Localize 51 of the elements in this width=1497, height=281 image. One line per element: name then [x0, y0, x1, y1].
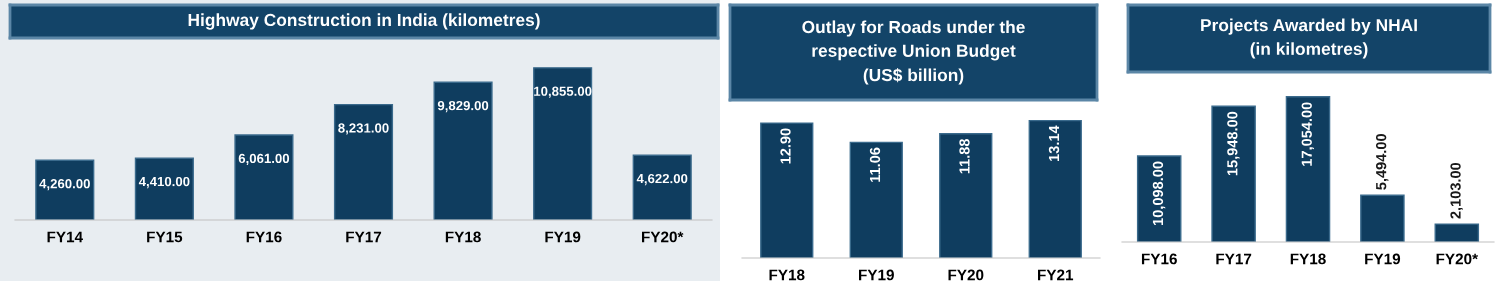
- data-label: 6,061.00: [238, 153, 290, 165]
- data-label: 4,410.00: [138, 176, 190, 189]
- bar: [1211, 105, 1256, 242]
- x-tick-label: FY20*: [1436, 253, 1479, 265]
- x-tick-label: FY20: [948, 269, 984, 281]
- x-tick-label: FY16: [246, 231, 282, 243]
- data-label: 10,855.00: [534, 86, 592, 98]
- data-label: 4,260.00: [39, 178, 90, 191]
- x-tick-label: FY18: [1290, 253, 1326, 265]
- chart-title: Highway Construction in India (kilometres): [188, 13, 540, 30]
- x-tick-label: FY15: [147, 231, 183, 243]
- x-tick-label: FY17: [1216, 253, 1252, 265]
- x-tick-label: FY21: [1038, 269, 1074, 281]
- data-label: 4,622.00: [636, 173, 688, 186]
- x-tick-label: FY18: [445, 231, 481, 243]
- data-label: 10,098.00: [1152, 161, 1166, 225]
- x-tick-label: FY19: [545, 231, 581, 243]
- data-label: 9,829.00: [437, 100, 489, 113]
- x-tick-label: FY16: [1141, 253, 1177, 265]
- data-label: 2,103.00: [1450, 162, 1463, 219]
- data-label: 17,054.00: [1301, 102, 1315, 166]
- x-tick-label: FY19: [859, 269, 894, 281]
- bar: [1285, 96, 1331, 242]
- chart-title: Projects Awarded by NHAI (in kilometres): [1201, 18, 1417, 59]
- x-tick-label: FY19: [1365, 253, 1401, 265]
- bar: [849, 141, 903, 258]
- bar: [632, 154, 692, 220]
- bar: [760, 122, 814, 258]
- bar: [333, 103, 394, 220]
- bar: [134, 157, 194, 220]
- data-label: 5,494.00: [1375, 134, 1389, 190]
- bar: [234, 134, 294, 220]
- bar: [1360, 194, 1405, 242]
- bar: [533, 67, 593, 220]
- bar: [1136, 155, 1182, 242]
- chart-title: Outlay for Roads under the respective Union Budget (US$ billion): [802, 20, 1025, 85]
- x-tick-label: FY14: [47, 231, 83, 243]
- bar: [35, 159, 95, 220]
- x-tick-label: FY17: [346, 231, 382, 243]
- bar: [1434, 223, 1480, 242]
- data-label: 8,231.00: [338, 123, 389, 135]
- x-tick-label: FY20*: [642, 231, 684, 243]
- data-label: 15,948.00: [1227, 111, 1240, 176]
- data-label: 13.14: [1048, 125, 1060, 161]
- data-label: 12.90: [780, 128, 791, 164]
- x-tick-label: FY18: [769, 269, 805, 281]
- bar: [433, 81, 493, 220]
- data-label: 11.06: [869, 147, 881, 182]
- bar: [939, 133, 993, 258]
- data-label: 11.88: [959, 138, 970, 174]
- bar: [1028, 119, 1082, 258]
